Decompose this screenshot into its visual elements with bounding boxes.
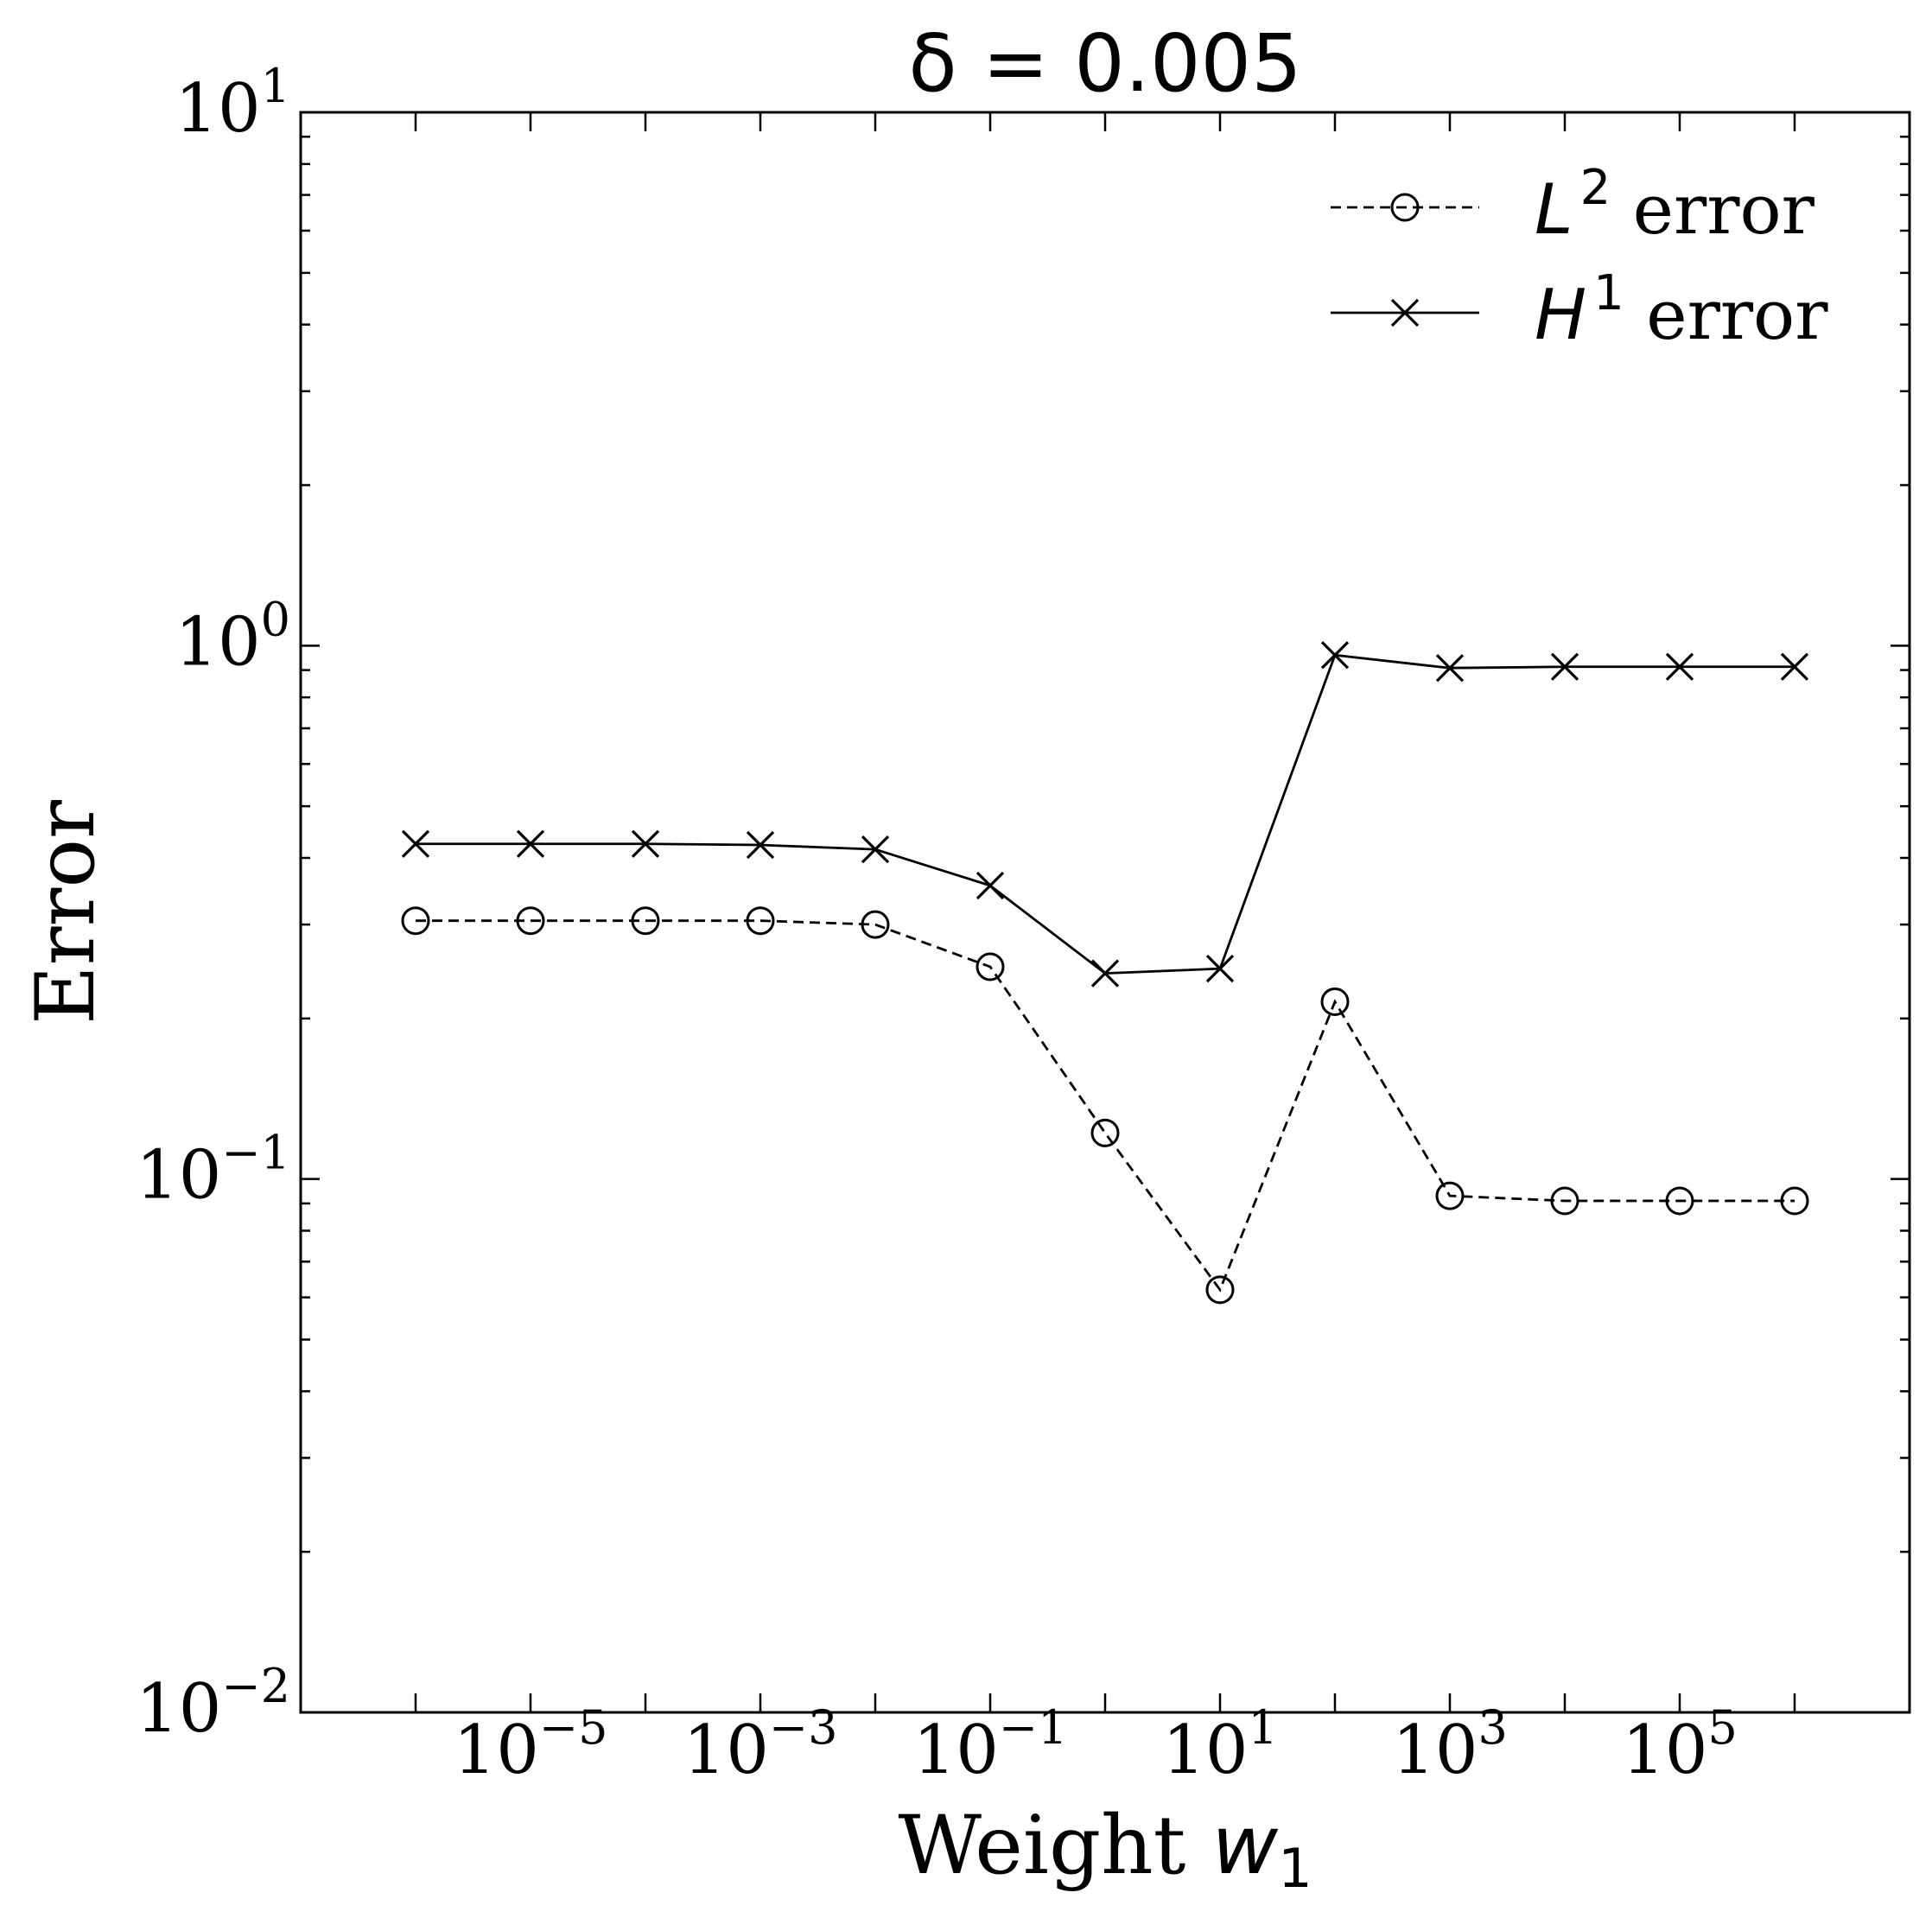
x-marker — [401, 829, 430, 858]
x-marker — [1390, 298, 1420, 327]
x-tick-label-exp: −1 — [999, 1700, 1068, 1755]
chart-title-text: δ = 0.005 — [908, 17, 1301, 110]
y-axis-label: Error — [19, 800, 113, 1025]
circle-marker — [516, 906, 545, 936]
x-marker — [976, 871, 1005, 900]
circle-marker — [1205, 1275, 1235, 1305]
y-tick-label: 10−1 — [136, 1126, 290, 1215]
y-tick-label: 100 — [175, 592, 290, 681]
legend-label-exp: 1 — [1593, 265, 1624, 321]
x-tick-label-base: 10 — [1162, 1712, 1248, 1789]
x-tick-label-exp: 5 — [1707, 1700, 1737, 1755]
y-tick-label: 10−2 — [136, 1659, 290, 1748]
x-axis-label-italic: w — [1211, 1799, 1278, 1893]
x-tick-label: 105 — [1622, 1700, 1738, 1789]
series-layer — [401, 641, 1809, 1305]
x-marker — [1780, 652, 1809, 681]
x-axis-label-base: Weight — [898, 1799, 1211, 1893]
x-marker — [1320, 641, 1350, 670]
y-tick-label-exp: 0 — [261, 592, 290, 646]
circle-marker — [1320, 987, 1350, 1016]
legend-label-rest: error — [1611, 169, 1814, 250]
x-marker — [1665, 652, 1694, 681]
x-tick-label: 10−1 — [913, 1700, 1068, 1789]
x-tick-label-base: 10 — [1392, 1712, 1478, 1789]
x-tick-label-base: 10 — [1622, 1712, 1707, 1789]
circle-marker — [631, 906, 660, 936]
y-tick-label-exp: −2 — [221, 1659, 290, 1713]
x-axis-label: Weight w1 — [898, 1799, 1312, 1900]
y-tick-label-exp: −1 — [221, 1126, 290, 1180]
x-tick-label-exp: −5 — [539, 1700, 608, 1755]
circle-marker — [1435, 1181, 1465, 1210]
x-axis-label-sub: 1 — [1278, 1837, 1312, 1900]
x-tick-label: 10−5 — [454, 1700, 608, 1789]
x-tick-label-exp: 1 — [1248, 1700, 1277, 1755]
plot-frame — [299, 111, 1911, 1714]
legend-label-rest: error — [1624, 275, 1828, 355]
circle-marker — [401, 906, 430, 936]
x-marker — [1435, 654, 1465, 683]
legend-label-italic: H — [1535, 275, 1586, 355]
series-1 — [401, 906, 1809, 1305]
x-tick-label: 103 — [1392, 1700, 1508, 1789]
x-marker — [516, 829, 545, 858]
y-tick-label-base: 10 — [136, 1670, 221, 1748]
circle-marker — [1665, 1186, 1694, 1216]
legend-label-exp: 2 — [1580, 160, 1611, 216]
x-tick-label-exp: 3 — [1478, 1700, 1507, 1755]
y-tick-label-base: 10 — [175, 603, 260, 681]
y-tick-label-exp: 1 — [261, 59, 290, 113]
series-2 — [401, 641, 1809, 988]
x-tick-label: 101 — [1162, 1700, 1278, 1789]
x-marker — [746, 830, 775, 860]
x-marker — [1090, 959, 1120, 988]
series-line — [416, 653, 1795, 975]
x-marker — [631, 829, 660, 858]
circle-marker — [1090, 1118, 1120, 1147]
circle-marker — [1550, 1186, 1579, 1216]
x-tick-label-exp: −3 — [769, 1700, 838, 1755]
series-line — [416, 919, 1795, 1292]
x-marker — [861, 835, 890, 864]
x-marker — [1205, 955, 1235, 983]
circle-marker — [746, 906, 775, 936]
legend-label-italic: L — [1535, 169, 1573, 250]
x-tick-label-base: 10 — [913, 1712, 999, 1789]
x-tick-label-base: 10 — [454, 1712, 539, 1789]
circle-marker — [976, 952, 1005, 981]
y-tick-label: 101 — [175, 59, 290, 148]
y-tick-label-base: 10 — [175, 70, 260, 148]
x-tick-label-base: 10 — [683, 1712, 769, 1789]
circle-marker — [1780, 1186, 1809, 1216]
x-marker — [1550, 652, 1579, 681]
circle-marker — [1390, 193, 1420, 222]
x-tick-label: 10−3 — [683, 1700, 838, 1789]
y-tick-label-base: 10 — [136, 1137, 221, 1215]
chart-title: δ = 0.005 — [908, 17, 1301, 110]
circle-marker — [861, 910, 890, 939]
